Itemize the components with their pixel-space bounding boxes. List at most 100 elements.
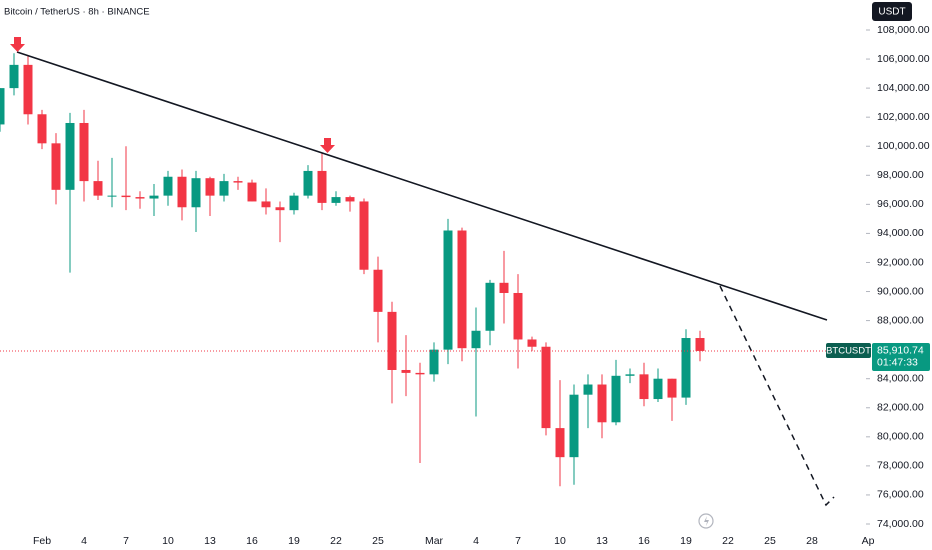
x-tick-label: 10 — [162, 535, 174, 547]
candle-body — [415, 372, 425, 375]
candle-body — [23, 64, 33, 115]
x-tick-label: 7 — [123, 535, 129, 547]
trend-line — [16, 51, 828, 321]
candle-body — [163, 176, 173, 196]
candle-body — [401, 369, 411, 373]
x-tick-label: Ap — [862, 535, 875, 547]
symbol-label: BTCUSDT — [826, 345, 871, 356]
candle-body — [303, 170, 313, 196]
y-tick-label: 92,000.00 — [877, 256, 924, 268]
last-price-label: 85,910.74 — [877, 345, 924, 357]
candle-body — [639, 374, 649, 400]
x-tick-label: 16 — [638, 535, 650, 547]
x-tick-label: 16 — [246, 535, 258, 547]
candle-body — [177, 176, 187, 208]
x-tick-label: Feb — [33, 535, 51, 547]
candle-body — [653, 378, 663, 400]
x-tick-label: 10 — [554, 535, 566, 547]
y-tick-label: 74,000.00 — [877, 518, 924, 530]
x-tick-label: 19 — [288, 535, 300, 547]
candle-body — [317, 170, 327, 203]
x-tick-label: 25 — [764, 535, 776, 547]
candle-body — [37, 114, 47, 144]
currency-label: USDT — [878, 7, 905, 18]
candle-body — [205, 178, 215, 196]
candle-body — [93, 181, 103, 196]
x-tick-label: 13 — [204, 535, 216, 547]
candle-body — [499, 282, 509, 293]
candle-body — [611, 375, 621, 423]
y-tick-label: 96,000.00 — [877, 198, 924, 210]
candle-body — [373, 269, 383, 312]
x-tick-label: 4 — [81, 535, 87, 547]
title-bg — [0, 3, 148, 20]
y-tick-label: 102,000.00 — [877, 111, 930, 123]
candle-body — [597, 384, 607, 423]
candle-body — [345, 197, 355, 202]
candle-body — [121, 195, 131, 198]
x-tick-label: 25 — [372, 535, 384, 547]
x-tick-label: 13 — [596, 535, 608, 547]
candle-body — [625, 374, 635, 376]
candle-body — [275, 207, 285, 211]
candle-body — [261, 201, 271, 208]
candle-body — [0, 88, 5, 125]
y-tick-label: 98,000.00 — [877, 169, 924, 181]
x-tick-label: Mar — [425, 535, 444, 547]
candle-body — [51, 143, 61, 190]
candle-body — [65, 122, 75, 190]
y-tick-label: 104,000.00 — [877, 82, 930, 94]
arrow-marker — [10, 37, 25, 52]
candle-body — [219, 181, 229, 196]
candle-body — [681, 338, 691, 398]
candle-body — [485, 282, 495, 331]
candle-body — [247, 182, 257, 202]
event-icon-bolt — [704, 516, 709, 526]
projection — [719, 285, 835, 507]
candle-body — [667, 378, 677, 398]
y-tick-label: 100,000.00 — [877, 140, 930, 152]
candle-body — [135, 197, 145, 199]
candle-body — [569, 394, 579, 458]
y-tick-label: 90,000.00 — [877, 285, 924, 297]
candle-body — [9, 64, 19, 89]
y-tick-label: 78,000.00 — [877, 460, 924, 472]
candle-body — [107, 195, 117, 197]
event-icon[interactable] — [698, 513, 714, 529]
x-tick-label: 7 — [515, 535, 521, 547]
candle-body — [541, 346, 551, 429]
candle-body — [429, 349, 439, 375]
candle-body — [695, 338, 705, 351]
y-tick-label: 84,000.00 — [877, 372, 924, 384]
x-tick-label: 22 — [330, 535, 342, 547]
candle-body — [443, 230, 453, 350]
y-tick-label: 80,000.00 — [877, 431, 924, 443]
y-tick-label: 108,000.00 — [877, 24, 930, 36]
price-badge — [872, 342, 930, 371]
chart-title: Bitcoin / TetherUS · 8h · BINANCE — [4, 7, 150, 18]
currency-badge[interactable] — [872, 2, 912, 21]
candle-body — [233, 181, 243, 183]
y-tick-label: 88,000.00 — [877, 314, 924, 326]
candle-body — [149, 195, 159, 199]
y-tick-label: 82,000.00 — [877, 402, 924, 414]
candle-body — [387, 311, 397, 370]
candle-body — [191, 178, 201, 208]
y-tick-label: 106,000.00 — [877, 53, 930, 65]
candle-body — [527, 339, 537, 347]
candle-body — [331, 197, 341, 203]
x-tick-label: 28 — [806, 535, 818, 547]
arrow-marker — [320, 138, 335, 153]
plot-area — [0, 53, 705, 487]
candle-body — [457, 230, 467, 349]
x-tick-label: 19 — [680, 535, 692, 547]
x-tick-label: 22 — [722, 535, 734, 547]
x-tick-label: 4 — [473, 535, 479, 547]
candle-body — [471, 330, 481, 349]
candle-body — [555, 428, 565, 458]
candle-body — [79, 122, 89, 182]
candle-body — [513, 292, 523, 340]
candle-body — [289, 195, 299, 211]
countdown-label: 01:47:33 — [877, 357, 918, 369]
